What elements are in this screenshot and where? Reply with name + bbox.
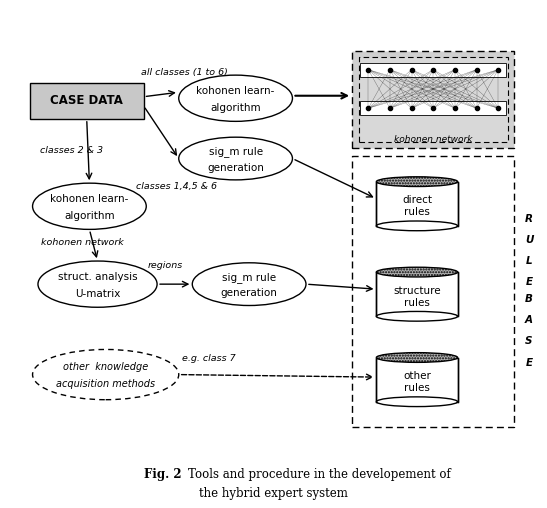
- Text: L: L: [526, 256, 532, 266]
- Text: CASE DATA: CASE DATA: [50, 94, 123, 107]
- Text: kohonen learn-: kohonen learn-: [196, 86, 275, 96]
- Text: classes 1,4,5 & 6: classes 1,4,5 & 6: [136, 182, 217, 190]
- Text: kohonen network: kohonen network: [394, 135, 473, 144]
- Ellipse shape: [376, 221, 458, 231]
- FancyBboxPatch shape: [358, 56, 508, 142]
- Text: U-matrix: U-matrix: [75, 289, 120, 299]
- Ellipse shape: [376, 397, 458, 406]
- Ellipse shape: [376, 353, 458, 362]
- Ellipse shape: [193, 263, 306, 305]
- Text: algorithm: algorithm: [210, 103, 261, 113]
- FancyBboxPatch shape: [360, 101, 507, 115]
- Ellipse shape: [33, 183, 146, 230]
- FancyBboxPatch shape: [352, 50, 514, 148]
- Text: E: E: [526, 358, 533, 367]
- Ellipse shape: [376, 267, 458, 277]
- Text: classes 2 & 3: classes 2 & 3: [39, 146, 103, 155]
- Text: structure
rules: structure rules: [393, 286, 441, 307]
- FancyBboxPatch shape: [376, 272, 458, 316]
- Ellipse shape: [38, 261, 157, 307]
- Ellipse shape: [179, 137, 293, 180]
- Text: other
rules: other rules: [403, 371, 431, 393]
- FancyBboxPatch shape: [352, 156, 514, 427]
- Text: Fig. 2: Fig. 2: [143, 467, 185, 481]
- Text: sig_m rule: sig_m rule: [222, 272, 276, 282]
- Text: R: R: [525, 214, 533, 224]
- FancyBboxPatch shape: [360, 62, 507, 77]
- Ellipse shape: [376, 177, 458, 186]
- Text: generation: generation: [207, 163, 264, 173]
- FancyBboxPatch shape: [30, 83, 143, 119]
- Text: e.g. class 7: e.g. class 7: [182, 354, 235, 363]
- Ellipse shape: [179, 75, 293, 121]
- Text: A: A: [525, 315, 533, 325]
- Text: kohonen learn-: kohonen learn-: [50, 194, 129, 204]
- Text: the hybrid expert system: the hybrid expert system: [199, 487, 348, 500]
- Text: E: E: [526, 277, 533, 287]
- Text: generation: generation: [220, 288, 277, 298]
- Ellipse shape: [376, 311, 458, 321]
- Text: all classes (1 to 6): all classes (1 to 6): [141, 68, 228, 77]
- Text: other  knowledge: other knowledge: [63, 362, 148, 371]
- Text: Tools and procedure in the developement of: Tools and procedure in the developement …: [188, 467, 451, 481]
- Text: kohonen network: kohonen network: [40, 238, 124, 247]
- Text: struct. analysis: struct. analysis: [58, 272, 137, 281]
- Text: sig_m rule: sig_m rule: [208, 146, 263, 157]
- FancyBboxPatch shape: [376, 358, 458, 402]
- Ellipse shape: [33, 350, 179, 400]
- FancyBboxPatch shape: [376, 182, 458, 226]
- Text: U: U: [525, 235, 533, 245]
- Text: direct
rules: direct rules: [402, 196, 432, 217]
- Text: B: B: [525, 294, 533, 304]
- Text: acquisition methods: acquisition methods: [56, 378, 155, 389]
- Text: algorithm: algorithm: [64, 211, 115, 221]
- Text: regions: regions: [148, 261, 183, 270]
- Text: S: S: [525, 336, 533, 346]
